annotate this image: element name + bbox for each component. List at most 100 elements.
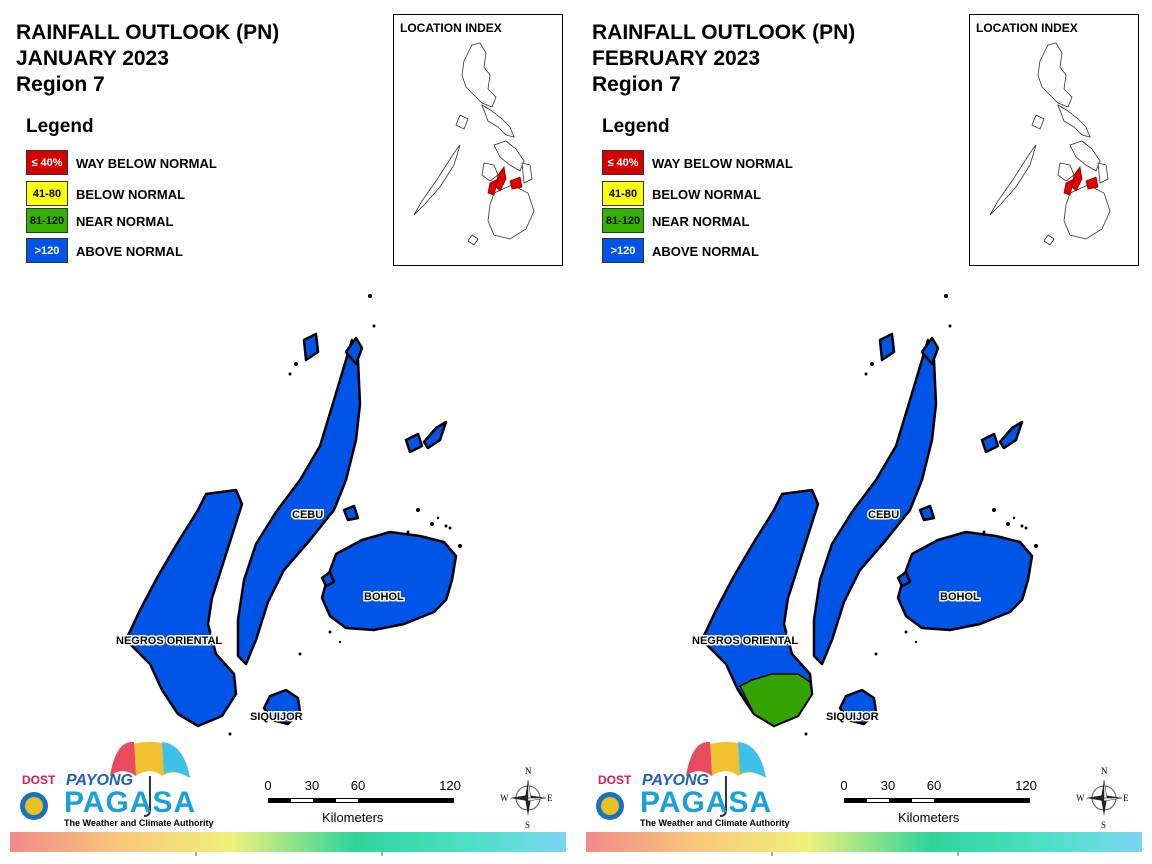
camotes-islands	[980, 432, 1000, 454]
location-index-inset: LOCATION INDEX	[969, 14, 1139, 266]
place-label-bohol: BOHOL	[940, 591, 980, 603]
outlook-panel-february: RAINFALL OUTLOOK (PN) FEBRUARY 2023 Regi…	[576, 0, 1152, 864]
philippines-index-map	[413, 42, 535, 246]
place-label-siquijor: SIQUIJOR	[250, 711, 303, 723]
bohol-region	[320, 530, 458, 632]
compass-n: N	[1101, 766, 1108, 776]
compass-w: W	[1076, 793, 1085, 803]
negros-south-near-normal-zone	[739, 673, 813, 727]
compass-rose-icon: N S E W	[500, 766, 553, 830]
pagasa-tagline: The Weather and Climate Authority	[64, 818, 214, 828]
negros-oriental-region	[124, 488, 244, 728]
map-title: RAINFALL OUTLOOK (PN) FEBRUARY 2023 Regi…	[592, 20, 855, 98]
place-label-siquijor: SIQUIJOR	[826, 711, 879, 723]
scale-unit: Kilometers	[322, 810, 384, 825]
scale-tick-label: 30	[304, 778, 320, 793]
legend-label: NEAR NORMAL	[76, 214, 174, 229]
map-title: RAINFALL OUTLOOK (PN) JANUARY 2023 Regio…	[16, 20, 279, 98]
place-label-bohol: BOHOL	[364, 591, 404, 603]
title-line-1: RAINFALL OUTLOOK (PN)	[592, 21, 856, 44]
scale-bar: 0 30 60 120 Kilometers	[838, 778, 1038, 828]
title-line-2: JANUARY 2023	[16, 47, 169, 70]
pagasa-tagline: The Weather and Climate Authority	[640, 818, 790, 828]
gradient-strip-ticks	[195, 852, 383, 856]
compass-n: N	[525, 766, 532, 776]
legend-swatch: 81-120	[602, 208, 644, 233]
bohol-region	[896, 530, 1034, 632]
scale-unit: Kilometers	[898, 810, 960, 825]
compass-e: E	[1123, 793, 1129, 803]
scale-segment	[291, 799, 313, 802]
pagasa-logo: DOST PAYONG PAGASA The Weather and Clima…	[590, 738, 790, 830]
umbrella-icon	[20, 741, 190, 820]
scale-tick-label: 60	[926, 778, 942, 793]
scale-tick-label: 0	[840, 778, 848, 793]
pagasa-text: PAGASA	[640, 786, 773, 819]
legend-label: WAY BELOW NORMAL	[76, 156, 217, 171]
title-line-2: FEBRUARY 2023	[592, 47, 761, 70]
gradient-strip-ticks	[771, 852, 959, 856]
legend-label: BELOW NORMAL	[76, 187, 186, 202]
north-arrow: N S E W	[1076, 764, 1130, 830]
title-line-3: Region 7	[16, 73, 105, 96]
scale-tick-label: 30	[880, 778, 896, 793]
color-gradient-strip	[586, 832, 1142, 852]
region-7-highlight	[487, 166, 523, 196]
payong-text: PAYONG	[66, 772, 133, 789]
scale-segment	[867, 799, 889, 802]
outlook-panel-january: RAINFALL OUTLOOK (PN) JANUARY 2023 Regio…	[10, 14, 566, 856]
cebu-north-islet	[920, 336, 940, 366]
legend-title: Legend	[26, 116, 94, 137]
cebu-region	[812, 338, 938, 666]
payong-text: PAYONG	[642, 772, 709, 789]
place-label-negros-oriental: NEGROS ORIENTAL	[692, 635, 798, 647]
compass-s: S	[1101, 820, 1106, 830]
scale-segment	[336, 799, 358, 802]
place-label-negros-oriental: NEGROS ORIENTAL	[116, 635, 222, 647]
region-7-map: CEBU BOHOL NEGROS ORIENTAL SIQUIJOR	[115, 294, 462, 736]
legend-label: ABOVE NORMAL	[652, 244, 759, 259]
place-label-cebu: CEBU	[292, 509, 323, 521]
legend-label: BELOW NORMAL	[652, 187, 762, 202]
location-index-title: LOCATION INDEX	[400, 21, 502, 35]
compass-s: S	[525, 820, 530, 830]
legend-label: ABOVE NORMAL	[76, 244, 183, 259]
siquijor-region	[262, 688, 302, 726]
legend-swatch: >120	[602, 238, 644, 263]
place-label-cebu: CEBU	[868, 509, 899, 521]
color-gradient-strip	[10, 832, 566, 852]
bantayan-island	[302, 332, 320, 362]
compass-w: W	[500, 793, 509, 803]
legend-label: NEAR NORMAL	[652, 214, 750, 229]
compass-rose-icon: N S E W	[1076, 766, 1129, 830]
legend-swatch: >120	[26, 238, 68, 263]
cebu-region	[236, 338, 362, 666]
camotes-islands	[404, 432, 424, 454]
scale-tick-label: 120	[1015, 778, 1037, 793]
dost-text: DOST	[598, 773, 632, 787]
philippines-index-map	[989, 42, 1111, 246]
pagasa-text: PAGASA	[64, 786, 197, 819]
scale-bar-graphic	[844, 798, 1030, 803]
pagasa-logo: DOST PAYONG PAGASA The Weather and Clima…	[14, 738, 214, 830]
location-index-inset: LOCATION INDEX	[393, 14, 563, 266]
scale-segment	[912, 799, 934, 802]
region-7-map: CEBU BOHOL NEGROS ORIENTAL SIQUIJOR	[691, 294, 1038, 736]
legend-swatch: ≤ 40%	[26, 150, 68, 175]
location-index-title: LOCATION INDEX	[976, 21, 1078, 35]
region-7-highlight	[1063, 166, 1099, 196]
siquijor-region	[838, 688, 878, 726]
compass-e: E	[547, 793, 553, 803]
title-line-1: RAINFALL OUTLOOK (PN)	[16, 21, 280, 44]
scale-bar-graphic	[268, 798, 454, 803]
legend-swatch: ≤ 40%	[602, 150, 644, 175]
cebu-north-islet	[344, 336, 364, 366]
dost-text: DOST	[22, 773, 56, 787]
north-arrow: N S E W	[500, 764, 554, 830]
legend-swatch: 41-80	[602, 181, 644, 206]
legend-title: Legend	[602, 116, 670, 137]
legend-label: WAY BELOW NORMAL	[652, 156, 793, 171]
title-line-3: Region 7	[592, 73, 681, 96]
umbrella-icon	[596, 741, 766, 820]
legend-swatch: 81-120	[26, 208, 68, 233]
